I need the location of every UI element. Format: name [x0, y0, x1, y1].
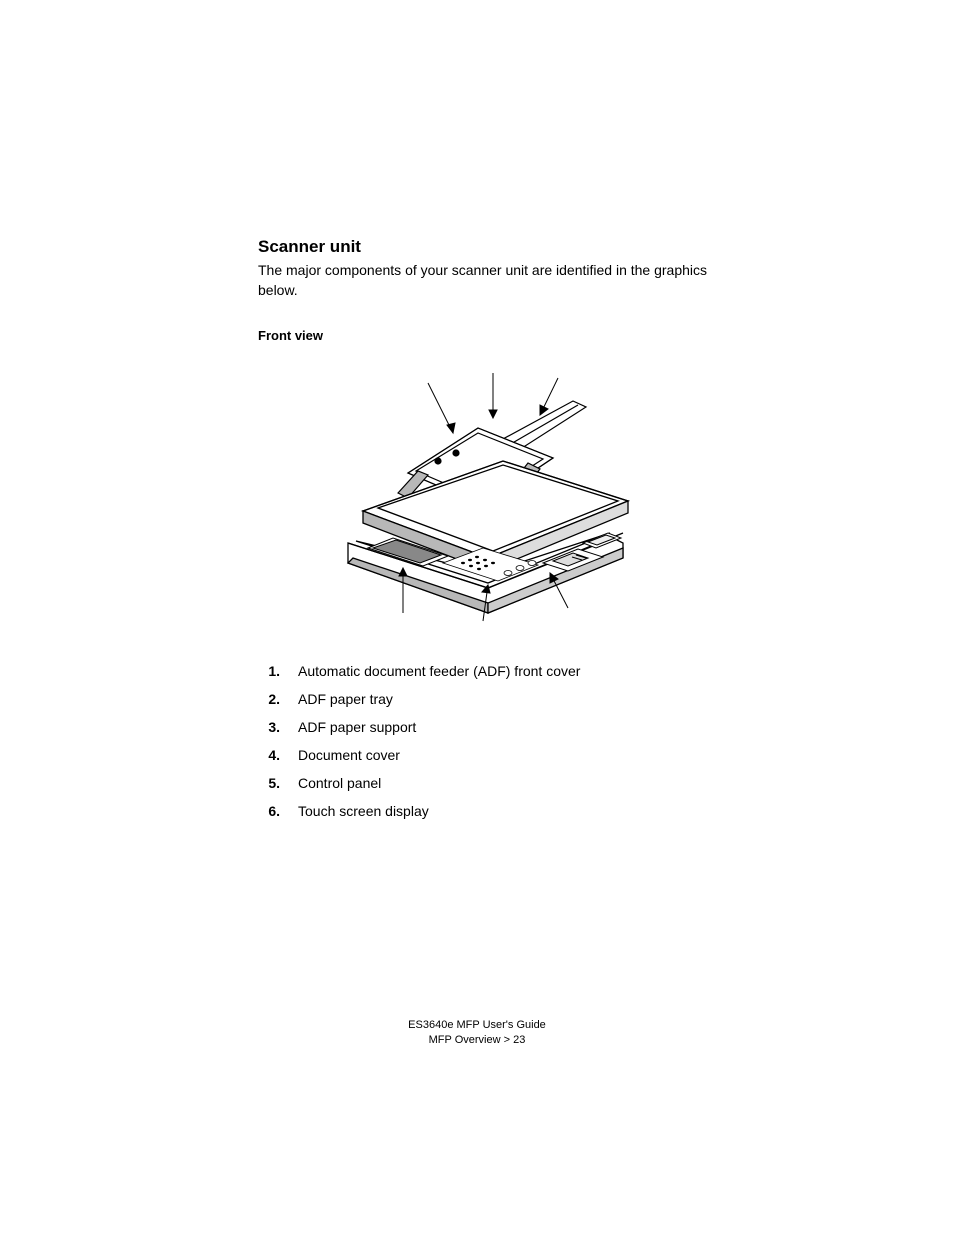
list-number: 4.: [258, 747, 298, 763]
section-heading: Scanner unit: [258, 237, 718, 257]
list-number: 3.: [258, 719, 298, 735]
document-page: Scanner unit The major components of you…: [258, 237, 718, 831]
list-text: Automatic document feeder (ADF) front co…: [298, 663, 718, 679]
list-number: 2.: [258, 691, 298, 707]
list-item: 1. Automatic document feeder (ADF) front…: [258, 663, 718, 679]
footer-line-1: ES3640e MFP User's Guide: [0, 1018, 954, 1033]
page-footer: ES3640e MFP User's Guide MFP Overview > …: [0, 1018, 954, 1049]
footer-line-2: MFP Overview > 23: [0, 1033, 954, 1048]
list-text: Touch screen display: [298, 803, 718, 819]
component-list: 1. Automatic document feeder (ADF) front…: [258, 663, 718, 819]
list-text: ADF paper tray: [298, 691, 718, 707]
list-number: 1.: [258, 663, 298, 679]
subsection-heading: Front view: [258, 328, 718, 343]
list-text: Control panel: [298, 775, 718, 791]
list-number: 6.: [258, 803, 298, 819]
intro-text: The major components of your scanner uni…: [258, 261, 718, 300]
list-item: 2. ADF paper tray: [258, 691, 718, 707]
list-item: 5. Control panel: [258, 775, 718, 791]
list-text: ADF paper support: [298, 719, 718, 735]
list-text: Document cover: [298, 747, 718, 763]
list-number: 5.: [258, 775, 298, 791]
list-item: 4. Document cover: [258, 747, 718, 763]
list-item: 6. Touch screen display: [258, 803, 718, 819]
scanner-figure: [258, 363, 718, 623]
list-item: 3. ADF paper support: [258, 719, 718, 735]
scanner-diagram-svg: [328, 363, 648, 623]
